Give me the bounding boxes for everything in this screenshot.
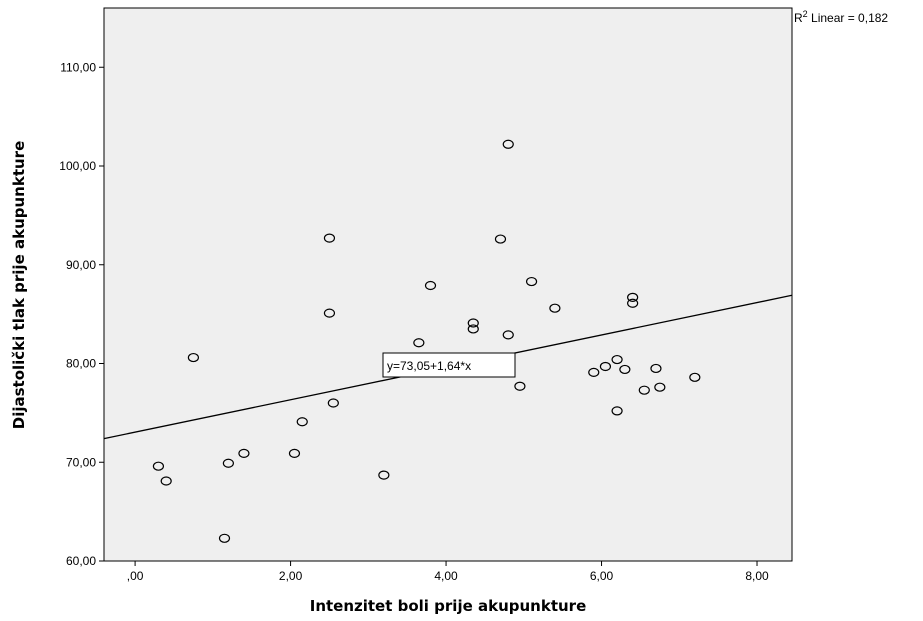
- scatter-point: [599, 361, 612, 372]
- r-squared-superscript: 2: [803, 9, 808, 19]
- scatter-point: [323, 233, 336, 243]
- scatter-point: [525, 276, 538, 287]
- x-tick-label: 8,00: [745, 569, 769, 583]
- scatter-point: [689, 372, 701, 382]
- scatter-point: [187, 352, 200, 363]
- data-points: [152, 139, 701, 543]
- scatter-point: [588, 367, 600, 377]
- scatter-point: [424, 280, 437, 291]
- x-tick-label: 2,00: [279, 569, 303, 583]
- equation-label-box: [382, 352, 516, 378]
- scatter-point: [323, 308, 336, 318]
- x-axis-title: Intenzitet boli prije akupunkture: [310, 597, 587, 615]
- r-squared-prefix: R: [794, 11, 803, 25]
- y-tick-label: 100,00: [59, 159, 96, 173]
- scatter-point: [327, 398, 339, 408]
- plot-area: [103, 7, 793, 562]
- scatter-point: [288, 448, 301, 458]
- equation-label-text: y=73,05+1,64*x: [387, 359, 471, 373]
- scatter-point: [238, 448, 250, 458]
- scatter-point: [549, 303, 561, 313]
- y-tick-label: 80,00: [66, 357, 96, 371]
- scatter-point: [467, 318, 479, 328]
- y-axis: 60,00 70,00 80,00 90,00 100,00 110,00: [59, 60, 104, 568]
- y-tick-label: 110,00: [60, 60, 96, 74]
- scatter-point: [611, 354, 623, 365]
- y-tick-label: 60,00: [66, 554, 96, 568]
- y-axis-title: Dijastolički tlak prije akupunkture: [10, 141, 28, 430]
- scatter-point: [627, 298, 639, 308]
- scatter-point: [160, 476, 172, 486]
- scatter-point: [638, 385, 650, 395]
- scatter-point: [619, 364, 631, 375]
- x-tick-label: 4,00: [434, 569, 458, 583]
- scatter-point: [378, 470, 390, 480]
- x-axis: ,00 2,00 4,00 6,00 8,00: [127, 561, 769, 583]
- scatter-point: [413, 338, 425, 348]
- scatter-point: [611, 406, 623, 416]
- x-tick-label: ,00: [127, 569, 144, 583]
- x-tick-label: 6,00: [590, 569, 614, 583]
- r-squared-text: Linear = 0,182: [808, 11, 889, 25]
- scatter-point: [502, 139, 514, 149]
- scatter-point: [222, 458, 234, 468]
- scatter-point: [152, 461, 165, 471]
- scatter-point: [494, 234, 507, 244]
- scatter-point: [627, 292, 639, 302]
- scatter-point: [296, 417, 308, 427]
- y-tick-label: 90,00: [66, 258, 96, 272]
- scatter-point: [514, 381, 526, 391]
- equation-label: y=73,05+1,64*x: [382, 352, 516, 378]
- scatter-point: [218, 533, 231, 543]
- scatter-point: [650, 363, 662, 374]
- scatter-point: [654, 382, 666, 392]
- scatter-point: [467, 324, 479, 334]
- r-squared-label: R2 Linear = 0,182: [794, 9, 888, 25]
- y-tick-label: 70,00: [66, 455, 96, 469]
- scatter-point: [502, 330, 514, 340]
